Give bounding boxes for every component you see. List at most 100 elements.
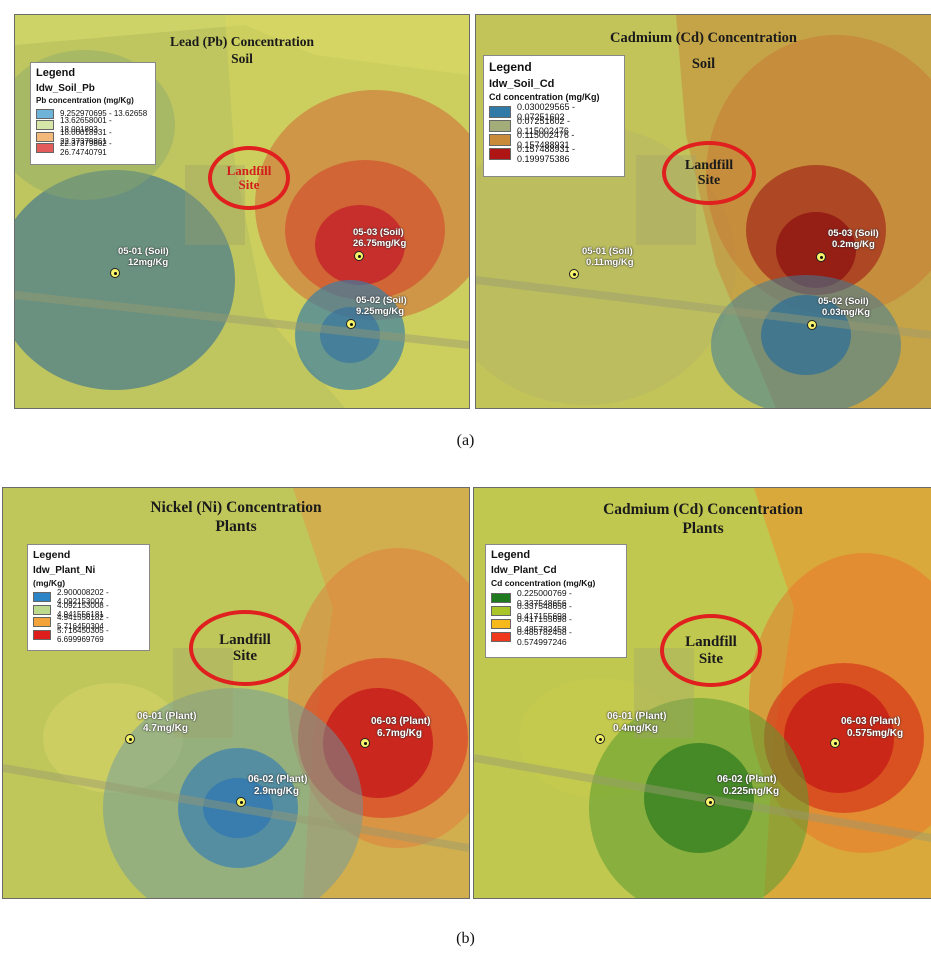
legend-class: 0.157488931 - 0.199975386 bbox=[489, 144, 619, 164]
sample-value: 0.4mg/Kg bbox=[613, 722, 659, 734]
legend-swatch bbox=[489, 148, 511, 160]
sample-label: 06-01 (Plant) 0.4mg/Kg bbox=[607, 711, 666, 734]
sample-id: 06-01 (Plant) bbox=[607, 711, 667, 722]
legend-class: 0.337548656 - 0.417155698 bbox=[491, 601, 621, 621]
legend-swatch bbox=[489, 120, 511, 132]
legend-class: 0.07251602 - 0.115002476 bbox=[489, 116, 619, 136]
landfill-site-marker: Landfill Site bbox=[662, 141, 756, 205]
legend-layer-name: Idw_Soil_Cd bbox=[489, 78, 555, 90]
sample-label: 05-02 (Soil) 0.03mg/Kg bbox=[818, 296, 870, 319]
idw-surface-ni-plants bbox=[3, 488, 469, 898]
legend-heading: Legend bbox=[33, 549, 71, 561]
sample-id: 06-01 (Plant) bbox=[137, 711, 197, 722]
sample-point-marker bbox=[807, 320, 817, 330]
legend-heading: Legend bbox=[491, 549, 531, 561]
legend-class: 5.716450305 - 6.699969769 bbox=[33, 626, 144, 644]
sample-value: 2.9mg/Kg bbox=[254, 785, 300, 797]
legend-swatch bbox=[491, 618, 511, 629]
legend-swatch bbox=[491, 605, 511, 616]
sample-point-marker bbox=[595, 734, 605, 744]
sample-id: 05-01 (Soil) bbox=[582, 246, 633, 257]
sample-value: 26.75mg/Kg bbox=[353, 237, 407, 249]
map-title-line1: Nickel (Ni) Concentration bbox=[150, 499, 322, 516]
legend-swatch bbox=[33, 617, 51, 628]
legend-layer-name: Idw_Soil_Pb bbox=[36, 83, 95, 94]
idw-surface-cd-soil bbox=[476, 15, 931, 408]
legend-class-label: 4.941556182 - 5.716450304 bbox=[57, 613, 109, 632]
figure-caption-a: (a) bbox=[456, 432, 475, 449]
landfill-site-marker: Landfill Site bbox=[660, 614, 762, 687]
map-title: Lead (Pb) Concentration Soil bbox=[15, 34, 469, 68]
legend-class-label: 22.37379862 - 26.74740791 bbox=[60, 139, 112, 158]
landfill-site-marker: Landfill Site bbox=[189, 610, 301, 686]
sample-label: 05-01 (Soil) 12mg/Kg bbox=[118, 246, 169, 269]
map-title-line2: Soil bbox=[231, 50, 253, 66]
legend-heading: Legend bbox=[489, 60, 532, 74]
legend-class: 2.900008202 - 4.092153007 bbox=[33, 588, 144, 606]
legend-swatch bbox=[491, 592, 511, 603]
map-title-line2: Plants bbox=[682, 520, 724, 538]
legend-swatch bbox=[36, 131, 54, 142]
landfill-site-label: Landfill Site bbox=[685, 634, 737, 667]
sample-point-marker bbox=[110, 268, 120, 278]
map-panel-pb-soil: Lead (Pb) Concentration Soil Legend Idw_… bbox=[14, 14, 470, 409]
legend-unit: (mg/Kg) bbox=[33, 578, 66, 588]
sample-point-marker bbox=[346, 319, 356, 329]
idw-surface-pb-soil bbox=[15, 15, 469, 408]
landfill-site-label: Landfill Site bbox=[219, 631, 271, 665]
legend-class-label: 0.485782458 - 0.574997246 bbox=[517, 626, 572, 647]
sample-point-marker bbox=[354, 251, 364, 261]
map-panel-cd-plants: Cadmium (Cd) Concentration Plants Legend… bbox=[473, 487, 931, 899]
sample-id: 05-01 (Soil) bbox=[118, 246, 169, 257]
map-title-line1: Lead (Pb) Concentration bbox=[170, 34, 314, 49]
legend-swatch bbox=[33, 629, 51, 640]
sample-value: 4.7mg/Kg bbox=[143, 722, 189, 734]
map-panel-cd-soil: Cadmium (Cd) Concentration Soil Legend I… bbox=[475, 14, 931, 409]
legend-swatch bbox=[489, 106, 511, 118]
sample-label: 05-02 (Soil) 9.25mg/Kg bbox=[356, 295, 407, 318]
map-legend: Legend Idw_Soil_Cd Cd concentration (mg/… bbox=[483, 55, 625, 177]
sample-point-marker bbox=[125, 734, 135, 744]
legend-class: 4.092153008 - 4.941556181 bbox=[33, 600, 144, 619]
legend-swatch bbox=[36, 120, 54, 131]
map-title-line1: Cadmium (Cd) Concentration bbox=[610, 30, 797, 46]
sample-id: 06-03 (Plant) bbox=[841, 716, 901, 727]
sample-point-marker bbox=[830, 738, 840, 748]
legend-swatch bbox=[36, 108, 54, 119]
sample-id: 05-03 (Soil) bbox=[828, 228, 879, 239]
legend-swatch bbox=[36, 143, 54, 154]
map-legend: Legend Idw_Soil_Pb Pb concentration (mg/… bbox=[30, 62, 156, 165]
legend-class: 22.37379862 - 26.74740791 bbox=[36, 139, 150, 157]
sample-label: 06-02 (Plant) 0.225mg/Kg bbox=[717, 774, 779, 797]
map-title: Nickel (Ni) Concentration Plants bbox=[3, 498, 469, 537]
sample-id: 05-03 (Soil) bbox=[353, 227, 404, 238]
legend-class-label: 0.07251602 - 0.115002476 bbox=[517, 116, 571, 136]
sample-value: 0.2mg/Kg bbox=[832, 238, 875, 250]
legend-layer-name: Idw_Plant_Ni bbox=[33, 565, 96, 576]
legend-class-label: 0.115002476 - 0.157488931 bbox=[517, 130, 575, 150]
sample-label: 05-01 (Soil) 0.11mg/Kg bbox=[582, 246, 634, 269]
legend-class-label: 0.225000769 - 0.337548656 bbox=[517, 587, 572, 608]
legend-class-label: 13.62658001 - 18.001893 bbox=[60, 116, 112, 135]
sample-id: 06-03 (Plant) bbox=[371, 716, 431, 727]
map-title-line1: Cadmium (Cd) Concentration bbox=[603, 501, 803, 518]
sample-point-marker bbox=[569, 269, 579, 279]
legend-class-label: 0.030029565 - 0.07251602 bbox=[517, 102, 576, 122]
sample-value: 0.225mg/Kg bbox=[723, 785, 780, 797]
legend-class: 18.00018931 - 22.37379861 bbox=[36, 128, 150, 146]
sample-point-marker bbox=[236, 797, 246, 807]
sample-id: 06-02 (Plant) bbox=[248, 774, 308, 785]
map-legend: Legend Idw_Plant_Cd Cd concentration (mg… bbox=[485, 544, 627, 658]
legend-class-label: 0.337548656 - 0.417155698 bbox=[517, 600, 572, 621]
legend-class-label: 0.157488931 - 0.199975386 bbox=[517, 144, 576, 164]
legend-class-label: 4.092153008 - 4.941556181 bbox=[57, 600, 109, 619]
legend-unit: Pb concentration (mg/Kg) bbox=[36, 96, 134, 105]
legend-unit: Cd concentration (mg/Kg) bbox=[489, 92, 600, 102]
legend-class: 0.030029565 - 0.07251602 bbox=[489, 102, 619, 122]
landfill-site-marker: Landfill Site bbox=[208, 146, 290, 210]
legend-class: 0.485782458 - 0.574997246 bbox=[491, 627, 621, 647]
legend-class: 13.62658001 - 18.001893 bbox=[36, 116, 150, 134]
landfill-site-label: Landfill Site bbox=[226, 162, 272, 192]
sample-value: 0.575mg/Kg bbox=[847, 727, 904, 739]
sample-label: 06-03 (Plant) 0.575mg/Kg bbox=[841, 716, 903, 739]
